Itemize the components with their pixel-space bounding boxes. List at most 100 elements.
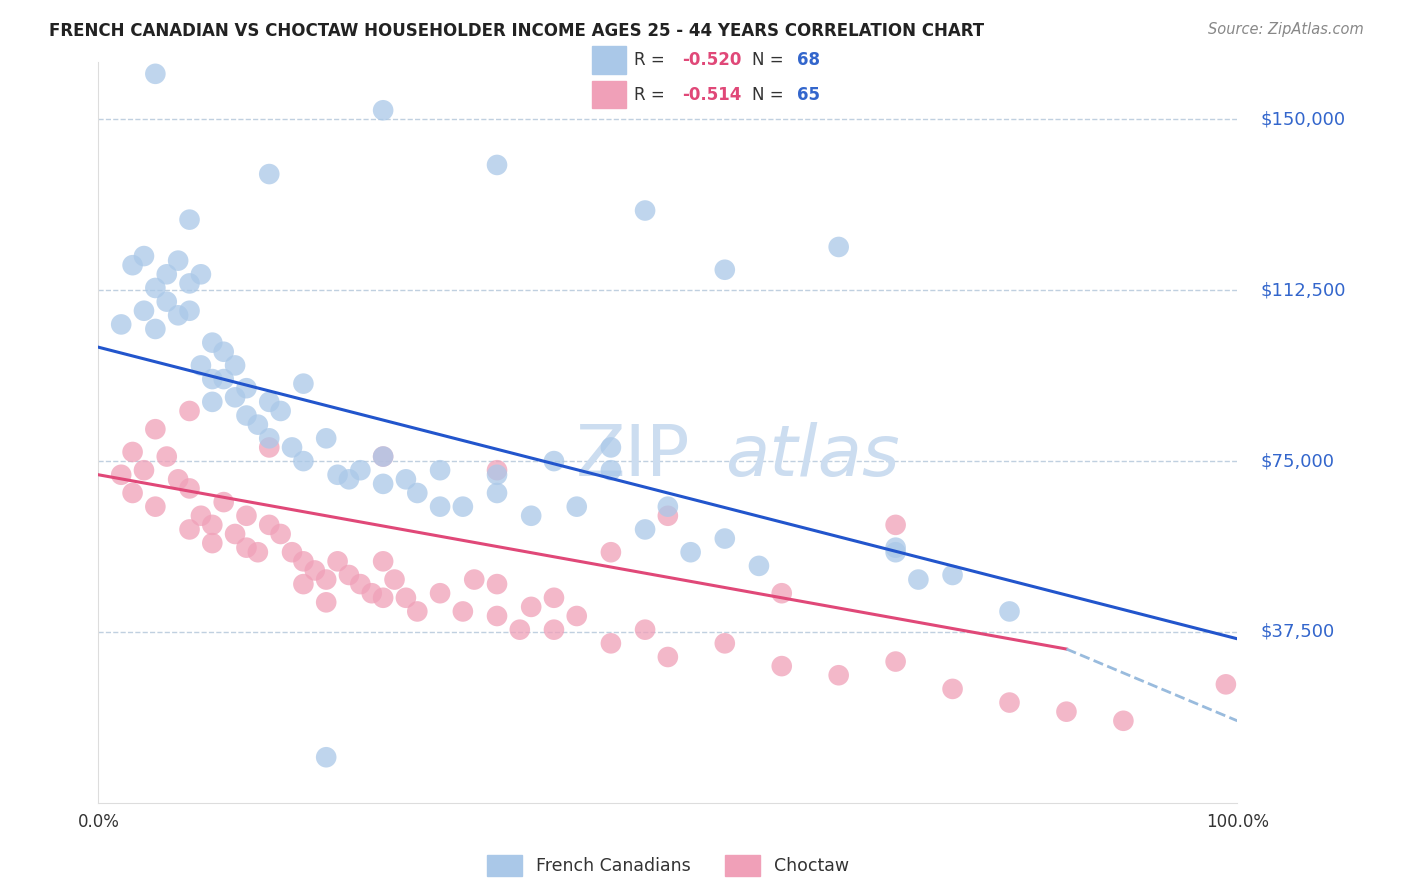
Point bbox=[259, 395, 281, 409]
Point bbox=[657, 508, 679, 523]
Point bbox=[292, 577, 315, 591]
Point bbox=[224, 390, 246, 404]
Point bbox=[179, 482, 201, 496]
Point bbox=[167, 472, 190, 486]
Point bbox=[486, 158, 509, 172]
Point bbox=[406, 604, 429, 618]
Point bbox=[714, 636, 737, 650]
Point bbox=[463, 573, 485, 587]
Text: atlas: atlas bbox=[725, 422, 900, 491]
Point bbox=[714, 262, 737, 277]
Point bbox=[828, 668, 851, 682]
Point bbox=[270, 404, 292, 418]
Point bbox=[1112, 714, 1135, 728]
Text: N =: N = bbox=[752, 86, 789, 103]
Point bbox=[486, 609, 509, 624]
Point bbox=[246, 545, 269, 559]
Point bbox=[486, 486, 509, 500]
Point bbox=[145, 422, 167, 436]
Point bbox=[156, 268, 179, 282]
Point bbox=[1056, 705, 1078, 719]
Point bbox=[110, 318, 132, 332]
Point bbox=[600, 463, 623, 477]
Text: R =: R = bbox=[634, 86, 671, 103]
Point bbox=[337, 472, 360, 486]
Point bbox=[156, 294, 179, 309]
Legend: French Canadians, Choctaw: French Canadians, Choctaw bbox=[479, 848, 856, 883]
Text: N =: N = bbox=[752, 51, 789, 69]
Point bbox=[360, 586, 382, 600]
Point bbox=[714, 532, 737, 546]
Point bbox=[1215, 677, 1237, 691]
Point bbox=[657, 650, 679, 665]
Point bbox=[132, 463, 155, 477]
Point bbox=[292, 376, 315, 391]
Point bbox=[486, 463, 509, 477]
Point bbox=[190, 359, 212, 373]
Text: -0.520: -0.520 bbox=[682, 51, 741, 69]
Point bbox=[657, 500, 679, 514]
Point bbox=[565, 609, 588, 624]
Point bbox=[259, 431, 281, 445]
Point bbox=[292, 454, 315, 468]
Point bbox=[145, 281, 167, 295]
Point bbox=[145, 322, 167, 336]
Point bbox=[486, 577, 509, 591]
Point bbox=[634, 203, 657, 218]
Point bbox=[634, 623, 657, 637]
Point bbox=[371, 450, 394, 464]
Point bbox=[315, 573, 337, 587]
Point bbox=[770, 586, 793, 600]
Point bbox=[884, 541, 907, 555]
Point bbox=[167, 308, 190, 322]
Point bbox=[281, 545, 304, 559]
Point bbox=[156, 450, 179, 464]
Point bbox=[179, 523, 201, 537]
Point bbox=[246, 417, 269, 432]
Point bbox=[429, 463, 451, 477]
Point bbox=[235, 381, 257, 395]
Point bbox=[179, 404, 201, 418]
Point bbox=[201, 517, 224, 532]
Point bbox=[201, 372, 224, 386]
Point bbox=[600, 545, 623, 559]
Point bbox=[224, 527, 246, 541]
Bar bbox=[592, 81, 626, 109]
Point bbox=[201, 335, 224, 350]
Bar bbox=[592, 46, 626, 73]
Point bbox=[212, 372, 235, 386]
Text: 68: 68 bbox=[797, 51, 820, 69]
Text: $112,500: $112,500 bbox=[1260, 281, 1346, 299]
Point bbox=[371, 450, 394, 464]
Point bbox=[520, 508, 543, 523]
Point bbox=[942, 568, 965, 582]
Point bbox=[520, 599, 543, 614]
Point bbox=[371, 103, 394, 118]
Point bbox=[259, 441, 281, 455]
Point bbox=[543, 454, 565, 468]
Point bbox=[179, 277, 201, 291]
Point bbox=[132, 303, 155, 318]
Point bbox=[145, 67, 167, 81]
Point bbox=[600, 441, 623, 455]
Text: $37,500: $37,500 bbox=[1260, 623, 1334, 641]
Point bbox=[429, 586, 451, 600]
Point bbox=[201, 536, 224, 550]
Text: -0.514: -0.514 bbox=[682, 86, 741, 103]
Point bbox=[884, 655, 907, 669]
Point bbox=[315, 750, 337, 764]
Point bbox=[679, 545, 702, 559]
Point bbox=[121, 486, 143, 500]
Point bbox=[121, 258, 143, 272]
Point bbox=[509, 623, 531, 637]
Text: Source: ZipAtlas.com: Source: ZipAtlas.com bbox=[1208, 22, 1364, 37]
Point bbox=[884, 545, 907, 559]
Point bbox=[145, 500, 167, 514]
Point bbox=[190, 268, 212, 282]
Point bbox=[167, 253, 190, 268]
Point bbox=[326, 467, 349, 482]
Point bbox=[907, 573, 929, 587]
Point bbox=[998, 604, 1021, 618]
Point bbox=[281, 441, 304, 455]
Point bbox=[371, 476, 394, 491]
